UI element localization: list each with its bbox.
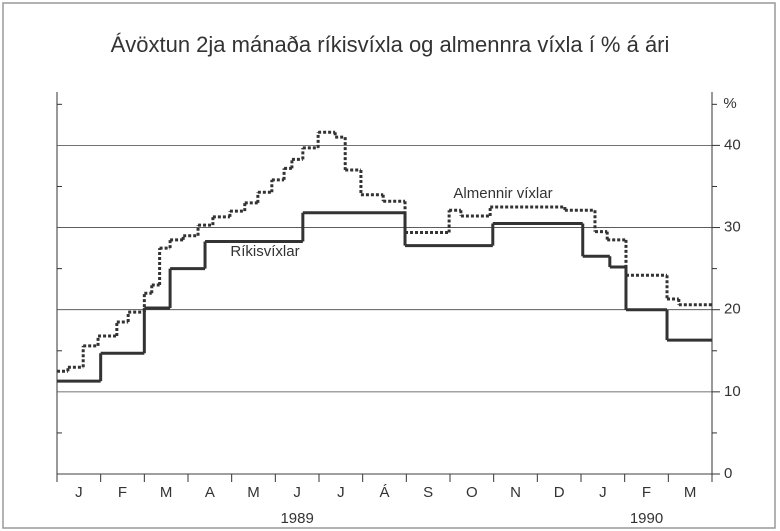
- x-tick-label: M: [247, 484, 260, 501]
- year-label: 1990: [630, 510, 663, 527]
- x-tick-label: A: [205, 484, 215, 501]
- step-riser: [99, 212, 669, 382]
- x-tick-label: M: [684, 484, 697, 501]
- y-tick-label: 0: [724, 465, 732, 482]
- y-tick-label: 10: [724, 383, 741, 400]
- year-label: 1989: [280, 510, 313, 527]
- y-axis-label: %: [723, 95, 736, 112]
- x-tick-label: D: [554, 484, 565, 501]
- x-tick-label: N: [510, 484, 521, 501]
- y-tick-label: 40: [724, 136, 741, 153]
- x-tick-label: Á: [379, 484, 389, 501]
- x-tick-label: O: [466, 484, 478, 501]
- x-tick-label: J: [293, 484, 301, 501]
- x-tick-label: F: [118, 484, 127, 501]
- y-tick-label: 20: [724, 301, 741, 318]
- x-tick-label: F: [642, 484, 651, 501]
- x-tick-label: J: [599, 484, 607, 501]
- x-tick-label: J: [337, 484, 345, 501]
- x-tick-label: S: [423, 484, 433, 501]
- step-riser: [66, 132, 681, 372]
- x-tick-label: M: [160, 484, 173, 501]
- series-label: Almennir víxlar: [453, 185, 552, 202]
- y-tick-label: 30: [724, 219, 741, 236]
- chart-title: Ávöxtun 2ja mánaða ríkisvíxla og almennr…: [111, 32, 670, 57]
- x-tick-label: J: [75, 484, 83, 501]
- series-label: Ríkisvíxlar: [230, 243, 299, 260]
